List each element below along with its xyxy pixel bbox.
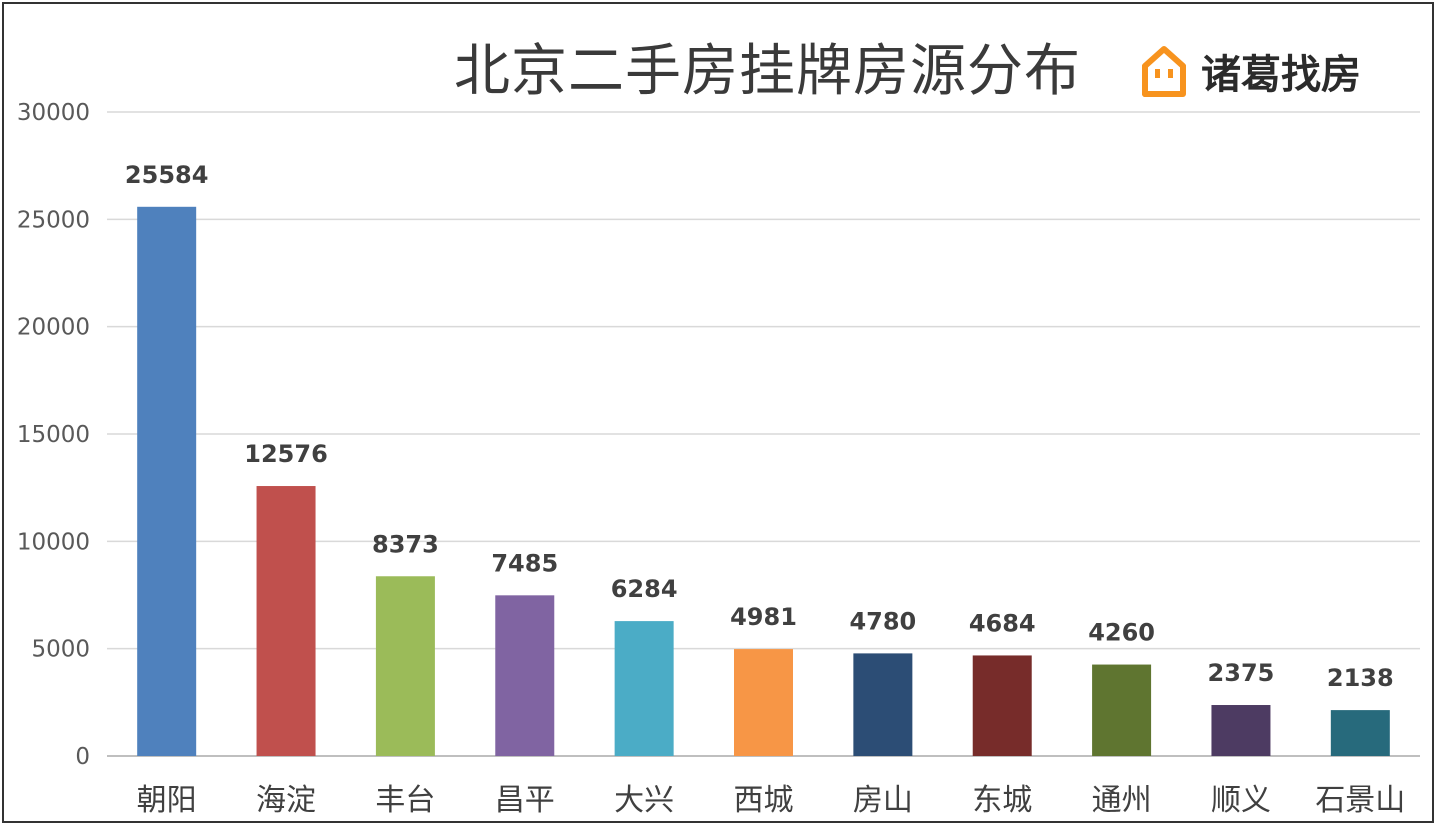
data-label: 2375 [1208,659,1275,687]
category-label: 昌平 [495,783,555,818]
data-label: 6284 [611,575,678,603]
category-label: 海淀 [256,783,316,818]
data-label: 4684 [969,609,1036,637]
data-label: 12576 [244,440,328,468]
y-tick-label: 20000 [17,315,90,341]
data-label: 8373 [372,530,439,558]
bar-4 [495,595,555,756]
data-label: 4260 [1088,619,1155,647]
category-label: 顺义 [1211,783,1271,818]
x-axis-category-labels: 朝阳 海淀 丰台 昌平 大兴 西城 房山 东城 通州 顺义 石景山 [137,783,1406,818]
data-label: 4780 [849,607,916,635]
data-labels: 25584 12576 8373 7485 6284 4981 4780 4684 4260 23… [125,161,1394,692]
category-label: 西城 [734,783,794,818]
category-label: 石景山 [1315,783,1405,818]
category-label: 东城 [972,783,1032,818]
data-label: 4981 [730,603,797,631]
bar-7 [853,653,913,756]
y-tick-label: 0 [75,744,90,770]
bar-8 [972,655,1032,756]
category-label: 丰台 [375,783,435,818]
chart-title: 北京二手房挂牌房源分布 [454,39,1081,104]
bar-10 [1211,705,1271,756]
gridlines [107,111,1420,757]
y-tick-label: 5000 [31,637,90,663]
bar-11 [1330,710,1390,756]
y-tick-label: 10000 [17,529,90,555]
bar-chart: 0 5000 10000 15000 20000 25000 30000 25584 1257… [17,100,1420,818]
bar-3 [375,576,435,756]
bar-2 [256,486,316,756]
data-label: 7485 [491,549,558,577]
data-label: 2138 [1327,664,1394,692]
bar-9 [1092,664,1152,756]
brand-name: 诸葛找房 [1201,52,1361,98]
bar-1 [137,206,197,756]
y-tick-label: 30000 [17,100,90,126]
bar-6 [734,649,793,756]
data-label: 25584 [125,161,209,189]
category-label: 大兴 [614,783,674,818]
bars [137,206,1390,756]
bar-5 [614,621,674,756]
category-label: 朝阳 [137,783,197,818]
y-axis-tick-labels: 0 5000 10000 15000 20000 25000 30000 [17,100,90,770]
y-tick-label: 15000 [17,422,90,448]
house-icon [1142,46,1186,97]
y-tick-label: 25000 [17,207,90,233]
brand-logo: 诸葛找房 [1141,42,1361,100]
category-label: 房山 [853,783,913,818]
category-label: 通州 [1092,783,1152,818]
